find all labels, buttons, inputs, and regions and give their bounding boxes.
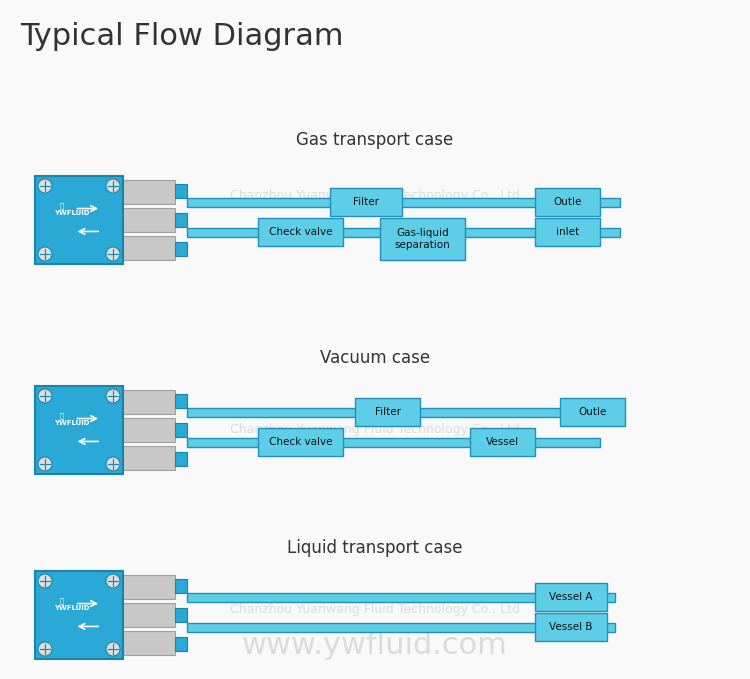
Text: Check valve: Check valve: [268, 437, 332, 447]
Circle shape: [106, 642, 120, 656]
Text: www.ywfluid.com: www.ywfluid.com: [242, 631, 508, 659]
FancyBboxPatch shape: [123, 446, 175, 470]
Circle shape: [106, 389, 120, 403]
FancyBboxPatch shape: [187, 227, 620, 236]
FancyBboxPatch shape: [175, 637, 187, 651]
FancyBboxPatch shape: [123, 603, 175, 627]
FancyBboxPatch shape: [258, 218, 343, 246]
Text: Chanzhou Yuanwang Fluid Technology Co., Ltd: Chanzhou Yuanwang Fluid Technology Co., …: [230, 604, 520, 617]
FancyBboxPatch shape: [535, 188, 600, 216]
Circle shape: [38, 389, 52, 403]
Circle shape: [38, 574, 52, 588]
Text: ㏑: ㏑: [59, 202, 68, 209]
Circle shape: [38, 247, 52, 261]
FancyBboxPatch shape: [330, 188, 402, 216]
Text: Vacuum case: Vacuum case: [320, 349, 430, 367]
FancyBboxPatch shape: [123, 631, 175, 655]
Text: ㏑: ㏑: [59, 598, 68, 604]
FancyBboxPatch shape: [535, 613, 607, 641]
Text: Chanzhou Yuanwang Fluid Technology Co., Ltd: Chanzhou Yuanwang Fluid Technology Co., …: [230, 189, 520, 202]
FancyBboxPatch shape: [355, 398, 420, 426]
Text: Check valve: Check valve: [268, 227, 332, 237]
FancyBboxPatch shape: [123, 575, 175, 599]
Text: Typical Flow Diagram: Typical Flow Diagram: [20, 22, 344, 51]
FancyBboxPatch shape: [123, 180, 175, 204]
Circle shape: [106, 179, 120, 193]
Text: YWFLUID: YWFLUID: [54, 210, 90, 216]
Text: Vessel A: Vessel A: [549, 592, 592, 602]
FancyBboxPatch shape: [187, 593, 615, 602]
FancyBboxPatch shape: [123, 236, 175, 260]
FancyBboxPatch shape: [258, 428, 343, 456]
FancyBboxPatch shape: [175, 452, 187, 466]
Circle shape: [106, 457, 120, 471]
FancyBboxPatch shape: [175, 184, 187, 198]
FancyBboxPatch shape: [187, 437, 600, 447]
Circle shape: [106, 247, 120, 261]
Text: Liquid transport case: Liquid transport case: [287, 539, 463, 557]
FancyBboxPatch shape: [380, 218, 465, 260]
FancyBboxPatch shape: [35, 176, 123, 264]
Circle shape: [38, 179, 52, 193]
FancyBboxPatch shape: [187, 407, 600, 416]
FancyBboxPatch shape: [175, 394, 187, 408]
Text: Vessel: Vessel: [486, 437, 519, 447]
Text: Vessel B: Vessel B: [549, 622, 592, 632]
Text: Outle: Outle: [554, 197, 582, 207]
Text: ㏑: ㏑: [59, 413, 68, 419]
FancyBboxPatch shape: [535, 583, 607, 611]
Text: inlet: inlet: [556, 227, 579, 237]
Text: Chanzhou Yuanwang Fluid Technology Co., Ltd: Chanzhou Yuanwang Fluid Technology Co., …: [230, 424, 520, 437]
FancyBboxPatch shape: [123, 390, 175, 414]
Text: YWFLUID: YWFLUID: [54, 420, 90, 426]
Text: Outle: Outle: [578, 407, 607, 417]
FancyBboxPatch shape: [123, 208, 175, 232]
Circle shape: [106, 574, 120, 588]
FancyBboxPatch shape: [560, 398, 625, 426]
FancyBboxPatch shape: [470, 428, 535, 456]
FancyBboxPatch shape: [175, 608, 187, 622]
FancyBboxPatch shape: [175, 242, 187, 256]
FancyBboxPatch shape: [35, 386, 123, 474]
Text: Filter: Filter: [353, 197, 379, 207]
Circle shape: [38, 642, 52, 656]
Text: Gas transport case: Gas transport case: [296, 131, 454, 149]
FancyBboxPatch shape: [187, 623, 615, 631]
FancyBboxPatch shape: [187, 198, 620, 206]
Text: Filter: Filter: [374, 407, 400, 417]
FancyBboxPatch shape: [123, 418, 175, 442]
FancyBboxPatch shape: [175, 579, 187, 593]
Circle shape: [38, 457, 52, 471]
Text: Gas-liquid
separation: Gas-liquid separation: [394, 227, 450, 250]
FancyBboxPatch shape: [535, 218, 600, 246]
FancyBboxPatch shape: [175, 213, 187, 227]
FancyBboxPatch shape: [35, 571, 123, 659]
Text: YWFLUID: YWFLUID: [54, 605, 90, 611]
FancyBboxPatch shape: [175, 423, 187, 437]
